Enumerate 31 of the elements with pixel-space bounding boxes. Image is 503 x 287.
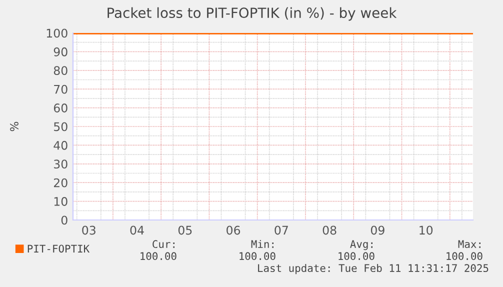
y-tick-label: 50 [54, 122, 68, 132]
text: Cur: [152, 240, 174, 248]
text: Max: [458, 240, 480, 248]
text: Last update: Tue Feb 11 11:31:17 2025 [258, 264, 488, 274]
x-tick-label: 09 [370, 226, 384, 235]
y-tick-label: 60 [54, 104, 68, 112]
text: 100.00 [446, 252, 482, 260]
x-tick-label: 08 [322, 226, 336, 235]
text: Avg: [350, 240, 372, 250]
text: Min: [251, 240, 274, 248]
y-tick-label: 20 [54, 178, 68, 188]
legend-label: PIT-FOPTIK [28, 244, 90, 253]
x-tick-label: 05 [178, 226, 192, 235]
y-tick-label: 10 [54, 197, 68, 206]
text: 100.00 [140, 252, 176, 260]
y-tick-label: 90 [54, 47, 68, 56]
y-tick-label: 30 [54, 160, 68, 169]
x-tick-label: 06 [226, 226, 240, 235]
text: 100.00 [240, 252, 276, 260]
y-tick-label: 70 [54, 84, 68, 94]
text: 100.00 [338, 252, 374, 260]
y-axis-title: % [10, 122, 18, 132]
y-tick-label: 40 [54, 140, 68, 150]
x-tick-label: 04 [130, 226, 144, 235]
y-tick-label: 80 [54, 66, 68, 76]
chart-title: Packet loss to PIT-FOPTIK (in %) - by week [108, 7, 397, 21]
y-tick-label: 100 [46, 28, 68, 38]
x-tick-label: 03 [82, 226, 96, 235]
y-tick-label: 0 [61, 216, 68, 225]
x-tick-label: 07 [274, 226, 288, 235]
x-tick-label: 10 [420, 226, 433, 235]
